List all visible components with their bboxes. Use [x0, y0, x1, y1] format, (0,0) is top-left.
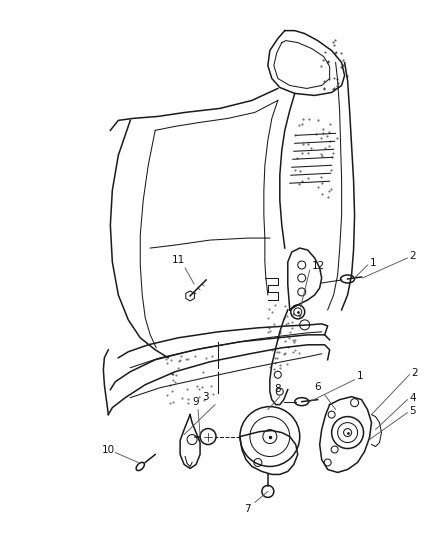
Text: 1: 1: [370, 258, 376, 268]
Text: 8: 8: [275, 384, 281, 394]
Text: 2: 2: [411, 368, 418, 378]
Text: 3: 3: [202, 392, 208, 402]
Text: 7: 7: [244, 504, 251, 514]
Text: 2: 2: [410, 251, 416, 261]
Text: 9: 9: [193, 397, 199, 407]
Text: 6: 6: [314, 382, 321, 392]
Text: 10: 10: [102, 445, 115, 455]
Text: 11: 11: [172, 255, 185, 265]
Text: 12: 12: [312, 261, 325, 271]
Text: 1: 1: [357, 371, 363, 381]
Text: 4: 4: [410, 393, 416, 402]
Text: 5: 5: [410, 406, 416, 416]
